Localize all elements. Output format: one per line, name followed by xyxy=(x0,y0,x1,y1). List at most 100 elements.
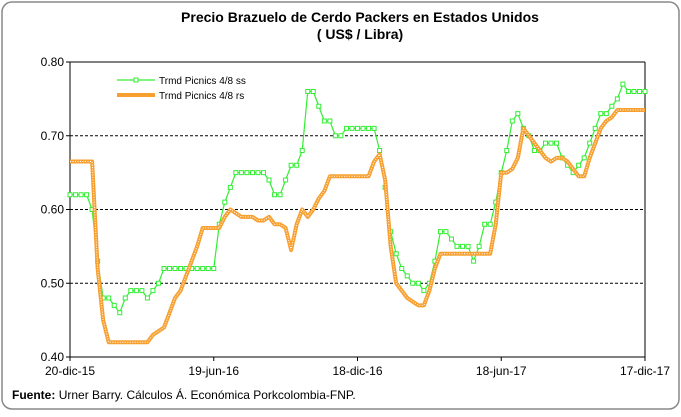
point-marker xyxy=(67,192,73,198)
point-marker xyxy=(393,251,399,257)
point-marker xyxy=(531,148,537,153)
point-marker xyxy=(178,266,184,271)
point-marker xyxy=(465,243,471,249)
point-marker xyxy=(277,192,283,198)
point-marker xyxy=(355,125,360,131)
point-marker xyxy=(642,89,648,94)
legend-label: Trmd Picnics 4/8 ss xyxy=(159,76,246,87)
point-marker xyxy=(73,192,79,198)
point-marker xyxy=(631,89,637,94)
point-marker xyxy=(338,133,344,139)
point-marker xyxy=(172,266,178,271)
frame xyxy=(1,1,680,410)
y-tick-label: 0.50 xyxy=(41,276,65,290)
point-marker xyxy=(592,125,598,131)
point-marker xyxy=(84,192,90,198)
point-marker xyxy=(327,118,333,124)
point-marker xyxy=(200,266,206,271)
point-marker xyxy=(349,125,355,131)
legend-marker xyxy=(133,77,139,83)
y-tick-label: 0.80 xyxy=(41,55,65,69)
point-marker xyxy=(299,148,305,153)
y-tick-label: 0.40 xyxy=(41,350,65,364)
point-marker xyxy=(111,302,117,308)
x-tick-label: 19-jun-16 xyxy=(188,364,239,378)
point-marker xyxy=(542,140,548,146)
point-marker xyxy=(78,192,84,198)
chart-subtitle: ( US$ / Libra) xyxy=(317,26,403,42)
point-marker xyxy=(144,295,150,301)
point-marker xyxy=(222,199,228,205)
point-marker xyxy=(128,288,134,294)
point-marker xyxy=(614,96,620,102)
point-marker xyxy=(155,280,161,286)
point-marker xyxy=(294,162,300,168)
point-marker xyxy=(371,125,377,131)
chart-title: Precio Brazuelo de Cerdo Packers en Esta… xyxy=(181,9,539,25)
point-marker xyxy=(587,140,593,146)
x-tick-label: 20-dic-15 xyxy=(45,364,95,378)
point-marker xyxy=(581,155,587,161)
point-marker xyxy=(261,170,267,176)
point-marker xyxy=(576,162,582,168)
point-marker xyxy=(603,111,609,117)
point-marker xyxy=(122,295,128,301)
point-marker xyxy=(509,118,515,124)
y-tick-label: 0.70 xyxy=(41,129,65,143)
point-marker xyxy=(625,89,631,94)
point-marker xyxy=(227,184,233,190)
point-marker xyxy=(636,89,642,94)
point-marker xyxy=(421,288,427,294)
point-marker xyxy=(332,133,338,139)
point-marker xyxy=(238,170,244,176)
point-marker xyxy=(471,258,477,264)
point-marker xyxy=(548,140,554,146)
point-marker xyxy=(305,89,311,94)
point-marker xyxy=(460,243,466,249)
point-marker xyxy=(448,236,454,242)
point-marker xyxy=(360,125,366,131)
source-text: Urner Barry. Cálculos Á. Económica Porkc… xyxy=(59,387,356,402)
source: Fuente: Urner Barry. Cálculos Á. Económi… xyxy=(12,387,356,402)
point-marker xyxy=(482,221,488,227)
point-marker xyxy=(272,192,278,198)
point-marker xyxy=(515,111,521,117)
point-marker xyxy=(150,288,156,294)
point-marker xyxy=(167,266,173,271)
point-marker xyxy=(288,162,294,168)
point-marker xyxy=(366,125,372,131)
point-marker xyxy=(283,177,289,183)
point-marker xyxy=(476,243,482,249)
x-tick-label: 17-dic-17 xyxy=(620,364,670,378)
point-marker xyxy=(233,170,239,176)
point-marker xyxy=(598,111,604,117)
point-marker xyxy=(139,288,145,294)
y-tick-label: 0.60 xyxy=(41,203,65,217)
point-marker xyxy=(620,81,626,87)
source-label: Fuente: xyxy=(12,388,55,402)
point-marker xyxy=(321,118,327,124)
point-marker xyxy=(437,229,443,235)
point-marker xyxy=(211,266,217,271)
point-marker xyxy=(554,140,560,146)
point-marker xyxy=(377,148,383,153)
point-marker xyxy=(194,266,200,271)
point-marker xyxy=(133,288,139,294)
point-marker xyxy=(161,266,167,271)
point-marker xyxy=(415,280,421,286)
point-marker xyxy=(609,103,615,109)
point-marker xyxy=(487,221,493,227)
x-tick-label: 18-jun-17 xyxy=(476,364,527,378)
point-marker xyxy=(266,177,272,183)
point-marker xyxy=(443,229,449,235)
point-marker xyxy=(310,89,316,94)
point-marker xyxy=(454,243,460,249)
point-marker xyxy=(399,266,405,271)
point-marker xyxy=(106,295,112,301)
point-marker xyxy=(117,310,123,316)
point-marker xyxy=(249,170,255,176)
point-marker xyxy=(255,170,261,176)
legend-label: Trmd Picnics 4/8 rs xyxy=(159,91,244,102)
x-tick-label: 18-dic-16 xyxy=(332,364,382,378)
